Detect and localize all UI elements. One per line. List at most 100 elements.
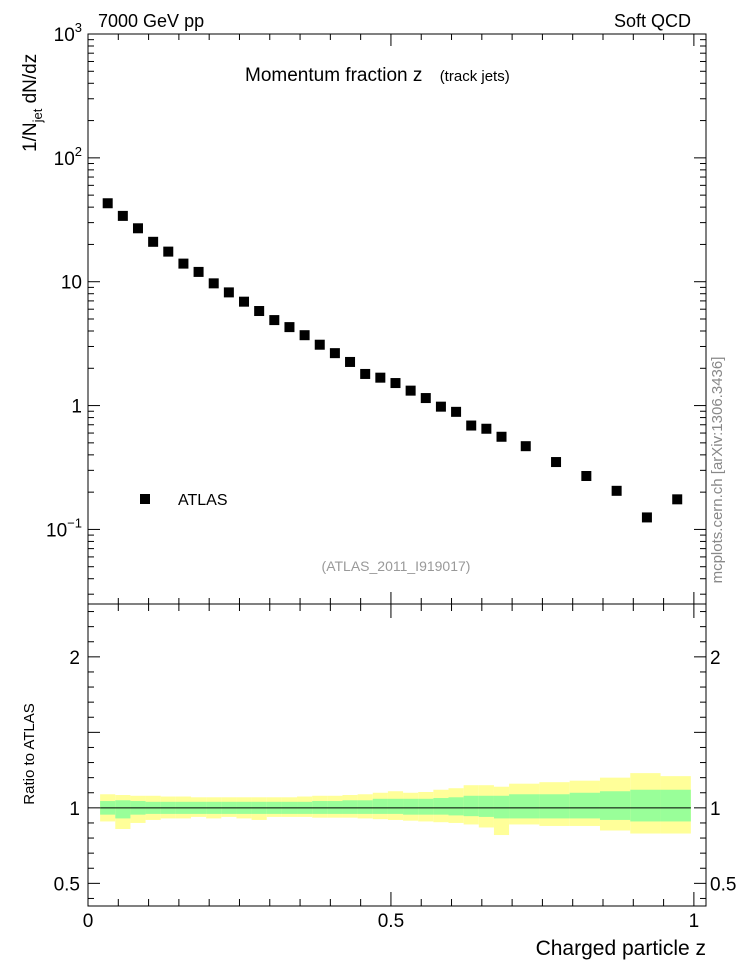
data-point (581, 471, 592, 482)
inner-band-bin (478, 795, 494, 817)
inner-band-bin (463, 795, 479, 817)
y-tick-label: 10−1 (46, 515, 82, 541)
main-plot-title: Momentum fraction z (track jets) (245, 65, 510, 86)
data-point (178, 258, 189, 269)
x-tick-label: 0 (83, 911, 94, 932)
data-point (551, 457, 562, 468)
inner-band-bin (403, 798, 419, 815)
ratio-uncertainty-bands (100, 773, 691, 836)
inner-band-bin (493, 795, 510, 819)
data-point (496, 431, 507, 442)
data-point (254, 306, 265, 317)
data-point (672, 494, 683, 505)
ratio-y-tick-label-left: 1 (69, 799, 80, 820)
data-point (208, 278, 219, 289)
data-point (466, 420, 477, 431)
data-point (345, 356, 356, 367)
analysis-watermark: (ATLAS_2011_I919017) (322, 558, 471, 574)
data-point (375, 372, 386, 383)
ratio-plot-axis-ticks (87, 604, 706, 906)
inner-band-bin (387, 798, 404, 814)
data-point (360, 368, 371, 379)
inner-band-bin (372, 798, 388, 814)
inner-band-bin (630, 789, 661, 822)
ratio-plot-y-tick-labels: 0.5 0.5 1 1 2 2 (54, 648, 737, 896)
y-tick-label: 1 (71, 397, 82, 418)
data-point (451, 406, 462, 417)
main-plot-subtitle-text: (track jets) (440, 68, 510, 85)
inner-band-bin (660, 789, 691, 822)
ratio-y-axis-label: Ratio to ATLAS (21, 703, 38, 804)
y-tick-label-base: 10 (54, 149, 75, 170)
main-plot-legend: ATLAS (140, 492, 228, 509)
inner-band-bin (418, 798, 434, 815)
legend-label-atlas: ATLAS (178, 492, 228, 509)
y-tick-label-base: 1 (71, 397, 82, 418)
ratio-plot-panel: 0.5 0.51 12 2 0 0.5 1 Ratio to ATLAS Charged … (21, 603, 737, 960)
data-point (405, 385, 416, 396)
ratio-y-tick-label-right: 2 (710, 648, 721, 669)
inner-band-bin (448, 797, 464, 816)
ratio-plot-x-tick-labels: 0 0.5 1 (83, 911, 699, 932)
data-point (314, 339, 325, 350)
data-point (223, 287, 234, 298)
y-axis-label-main: 1/N (20, 122, 41, 152)
data-point (117, 210, 128, 221)
ratio-plot-frame (87, 603, 707, 907)
inner-band-bin (569, 792, 600, 819)
x-tick-label: 1 (689, 911, 700, 932)
x-tick-label: 0.5 (378, 911, 404, 932)
data-point (481, 423, 492, 434)
header-right-label: Soft QCD (614, 11, 691, 31)
inner-band-bin (599, 791, 631, 820)
y-tick-label-exponent: 3 (75, 20, 82, 35)
data-point (102, 198, 113, 209)
data-point (641, 512, 652, 523)
y-tick-label-base: 10 (61, 273, 82, 294)
data-point (148, 236, 159, 247)
data-point (299, 330, 310, 341)
x-axis-label: Charged particle z (536, 937, 706, 960)
data-point (611, 485, 622, 496)
inner-band-bin (433, 798, 449, 815)
data-point (284, 322, 295, 333)
y-tick-label: 102 (54, 144, 82, 170)
y-axis-label-sub: jet (30, 108, 45, 123)
atlas-data-points (102, 198, 683, 523)
data-point (193, 266, 204, 277)
side-source-label: mcplots.cern.ch [arXiv:1306.3436] (709, 357, 726, 584)
inner-band-bin (539, 794, 570, 819)
inner-band-bin (357, 800, 373, 814)
data-point (163, 246, 174, 257)
data-point (239, 296, 250, 307)
y-tick-label-exponent: −1 (67, 515, 82, 530)
y-tick-label: 103 (54, 20, 82, 46)
inner-band-bin (115, 800, 131, 819)
ratio-y-tick-label-right: 0.5 (710, 874, 736, 895)
y-tick-label: 10 (61, 273, 82, 294)
ratio-y-tick-label-left: 0.5 (54, 874, 80, 895)
data-point (132, 223, 143, 234)
data-point (329, 348, 340, 359)
y-axis-label-rest: dN/dz (20, 54, 41, 109)
data-point (390, 378, 401, 389)
header-left-label: 7000 GeV pp (98, 11, 204, 31)
data-point (269, 315, 280, 326)
y-tick-label-exponent: 2 (75, 144, 82, 159)
data-point (520, 441, 531, 452)
main-plot-y-axis-label: 1/Njet dN/dz (20, 54, 45, 152)
inner-band-bin (342, 800, 358, 814)
ratio-y-tick-label-left: 2 (69, 648, 80, 669)
data-point (435, 401, 446, 412)
legend-marker-atlas (140, 494, 150, 504)
y-tick-label-base: 10 (54, 25, 75, 46)
data-point (420, 393, 431, 404)
main-plot-frame (87, 33, 707, 605)
ratio-y-tick-label-right: 1 (710, 799, 721, 820)
main-plot-title-text: Momentum fraction z (245, 65, 422, 86)
y-tick-label-base: 10 (46, 520, 67, 541)
inner-band-bin (509, 794, 540, 819)
